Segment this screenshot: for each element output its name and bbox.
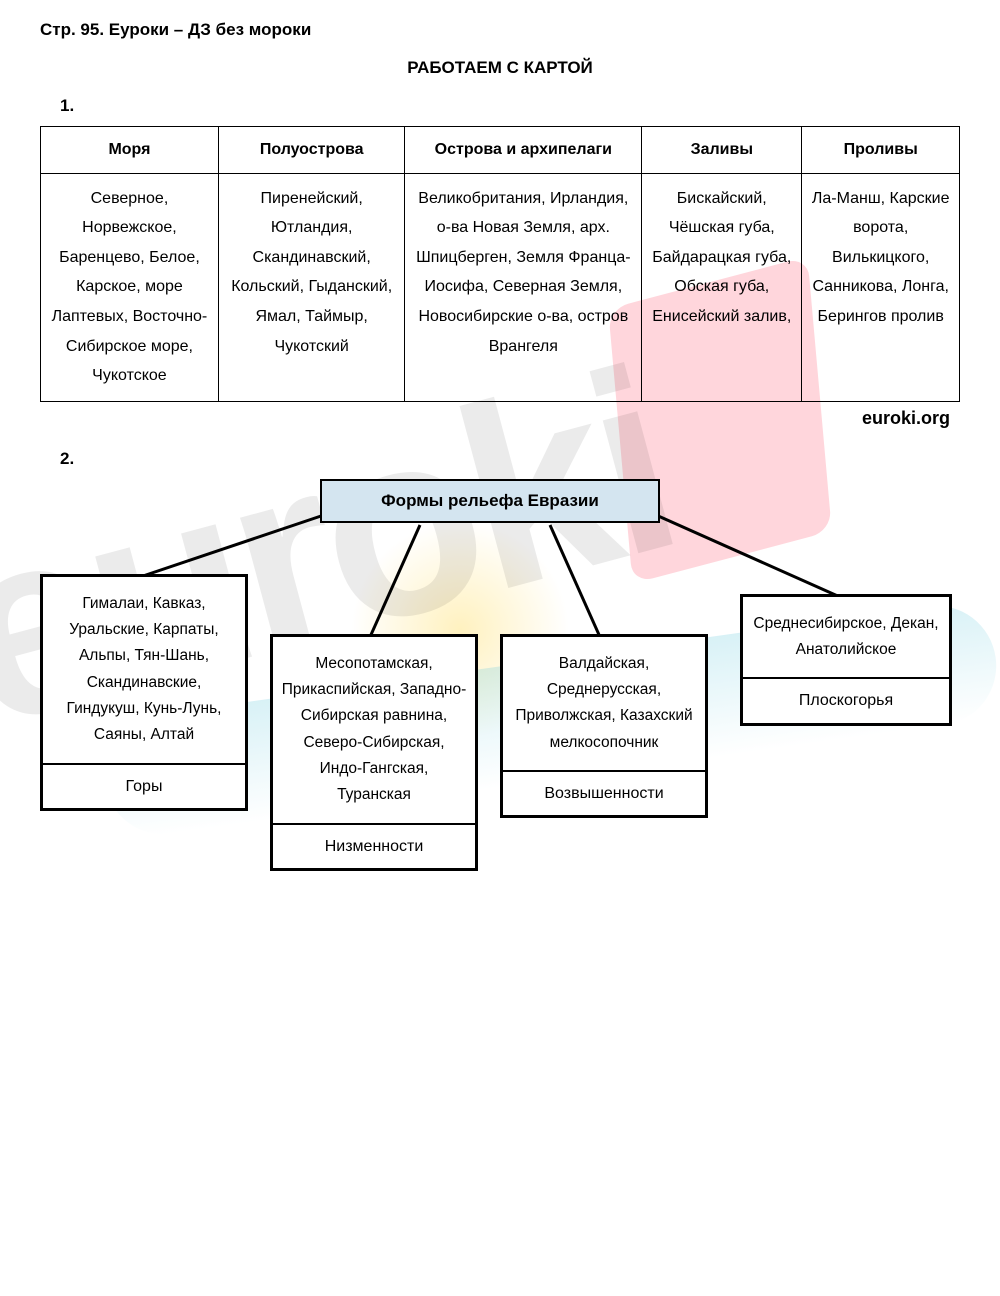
diagram-node-label: Возвышенности [503,770,705,815]
table-header: Острова и архипелаги [405,127,642,174]
section-title: РАБОТАЕМ С КАРТОЙ [40,58,960,78]
relief-diagram: Формы рельефа Евразии Гималаи, Кавказ, У… [40,479,960,999]
table-header: Проливы [802,127,960,174]
diagram-node-mountains: Гималаи, Кавказ, Уральские, Карпаты, Аль… [40,574,248,811]
table-cell: Ла-Манш, Карские ворота, Вилькицкого, Са… [802,173,960,401]
geography-table: Моря Полуострова Острова и архипелаги За… [40,126,960,402]
table-cell: Северное, Норвежское, Баренцево, Белое, … [41,173,219,401]
diagram-node-label: Горы [43,763,245,808]
table-header: Полуострова [218,127,405,174]
diagram-node-content: Среднесибирское, Декан, Анатолийское [743,597,949,678]
table-cell: Бискайский, Чёшская губа, Байдарацкая гу… [642,173,802,401]
table-cell: Великобритания, Ирландия, о-ва Новая Зем… [405,173,642,401]
table-cell: Пиренейский, Ютландия, Скандинавский, Ко… [218,173,405,401]
diagram-node-content: Валдайская, Среднерусская, Приволжская, … [503,637,705,770]
diagram-node-plateaus: Среднесибирское, Декан, Анатолийское Пло… [740,594,952,726]
diagram-root: Формы рельефа Евразии [320,479,660,523]
table-header: Моря [41,127,219,174]
task-2-number: 2. [60,449,960,469]
diagram-node-lowlands: Месопотамская, Прикаспийская, Западно-Си… [270,634,478,871]
site-url: euroki.org [40,408,960,429]
table-row: Северное, Норвежское, Баренцево, Белое, … [41,173,960,401]
diagram-node-uplands: Валдайская, Среднерусская, Приволжская, … [500,634,708,819]
diagram-node-label: Низменности [273,823,475,868]
table-header: Заливы [642,127,802,174]
task-1-number: 1. [60,96,960,116]
diagram-node-content: Месопотамская, Прикаспийская, Западно-Си… [273,637,475,823]
diagram-node-label: Плоскогорья [743,677,949,722]
diagram-node-content: Гималаи, Кавказ, Уральские, Карпаты, Аль… [43,577,245,763]
page-header: Стр. 95. Еуроки – ДЗ без мороки [40,20,960,40]
